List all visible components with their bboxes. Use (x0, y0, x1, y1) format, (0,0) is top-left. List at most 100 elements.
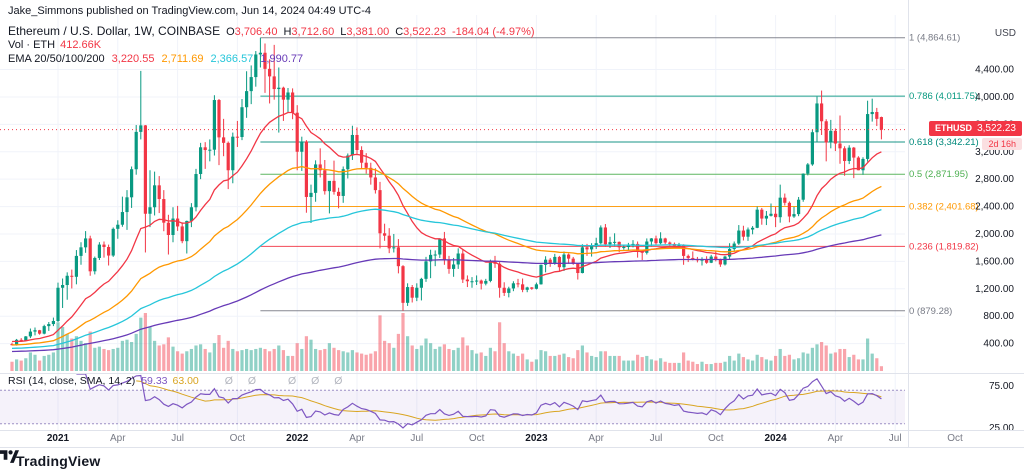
open-label: O (226, 26, 235, 38)
candle-body (461, 253, 465, 280)
candle-body (263, 52, 267, 69)
volume-bar (24, 358, 28, 371)
candle-body (415, 287, 419, 298)
volume-bar (599, 351, 603, 371)
volume-bar (304, 336, 308, 371)
candle-body (562, 254, 566, 268)
candle-body (723, 256, 727, 265)
candle-body (226, 142, 230, 171)
volume-bar (116, 347, 120, 371)
candle-body (590, 246, 594, 250)
volume-bar (603, 351, 607, 371)
volume-bar (410, 345, 414, 371)
volume-bar (539, 350, 543, 371)
rsi-placeholder-group-2: Ø Ø Ø (288, 375, 349, 387)
candle-body (792, 214, 796, 217)
candle-body (153, 185, 157, 208)
volume-bar (369, 353, 373, 371)
candle-body (433, 254, 437, 256)
volume-bar (185, 351, 189, 371)
volume-bar (521, 353, 525, 371)
candle-body (107, 246, 111, 256)
volume-bar (143, 313, 147, 371)
time-axis[interactable] (0, 431, 1024, 447)
time-tick-label: Jul (889, 433, 902, 444)
footer-bar: TradingView (0, 448, 1024, 473)
volume-bar (272, 348, 276, 371)
badge-price: 3,522.23 (977, 122, 1016, 134)
candle-body (355, 134, 359, 151)
fib-level-label: 0 (879.28) (909, 306, 952, 317)
volume-bar (452, 350, 456, 371)
price-tick-label: 4,000.00 (975, 92, 1014, 103)
volume-bar (760, 357, 764, 371)
candle-body (654, 238, 658, 244)
volume-bar (383, 340, 387, 371)
volume-bar (79, 340, 83, 371)
candle-body (668, 242, 672, 244)
volume-bar (613, 355, 617, 371)
candle-body (199, 147, 203, 175)
volume-bar (498, 322, 502, 371)
candle-body (769, 213, 773, 216)
axes: 400.00 800.00 1,200.00 1,600.00 2,000.00 2,40… (0, 0, 1024, 448)
volume-bars (10, 313, 883, 371)
volume-bar (820, 342, 824, 371)
volume-bar (461, 337, 465, 371)
time-tick-label: 2021 (47, 433, 70, 444)
candle-body (714, 256, 718, 259)
time-tick-label: Apr (588, 433, 604, 444)
time-tick-label: Apr (349, 433, 365, 444)
candle-body (249, 77, 253, 92)
candle-body (369, 167, 373, 178)
candle-body (728, 249, 732, 257)
volume-bar (493, 351, 497, 371)
volume-bar (240, 350, 244, 371)
candlesticks (10, 37, 883, 346)
volume-bar (70, 338, 74, 371)
time-tick-label: 2022 (286, 433, 309, 444)
volume-bar (654, 360, 658, 371)
volume-bar (852, 354, 856, 371)
candle-body (318, 164, 322, 171)
candle-body (452, 264, 456, 269)
volume-bar (378, 315, 382, 371)
rsi-band-fill (0, 390, 905, 424)
candle-body (438, 238, 442, 255)
candle-body (502, 287, 506, 293)
volume-bar (254, 348, 258, 371)
candle-body (277, 87, 281, 90)
close-label: C (395, 26, 404, 38)
close-value: 3,522.23 (403, 26, 446, 38)
candle-body (585, 247, 589, 250)
volume-bar (355, 352, 359, 371)
candle-body (516, 283, 520, 285)
tradingview-brand[interactable]: TradingView (16, 452, 101, 469)
volume-bar (194, 345, 198, 371)
symbol-legend: Ethereum / U.S. Dollar, 1W, COINBASE O3,7… (8, 22, 535, 40)
volume-bar (433, 348, 437, 371)
volume-bar (645, 355, 649, 371)
candle-body (847, 147, 851, 162)
candle-body (544, 259, 548, 265)
candle-body (51, 320, 55, 325)
volume-bar (120, 340, 124, 371)
volume-bar (815, 344, 819, 371)
price-axis[interactable] (908, 0, 1024, 431)
candle-body (102, 244, 106, 247)
candle-body (387, 235, 391, 249)
volume-bar (447, 348, 451, 371)
candle-body (488, 262, 492, 281)
volume-bar (833, 352, 837, 371)
volume-bar (530, 361, 534, 371)
candle-body (737, 230, 741, 244)
candle-body (148, 207, 152, 214)
candle-body (65, 275, 69, 286)
volume-bar (511, 353, 515, 371)
candle-body (613, 241, 617, 243)
candle-body (686, 255, 690, 258)
candle-body (281, 87, 285, 100)
volume-bar (176, 351, 180, 371)
